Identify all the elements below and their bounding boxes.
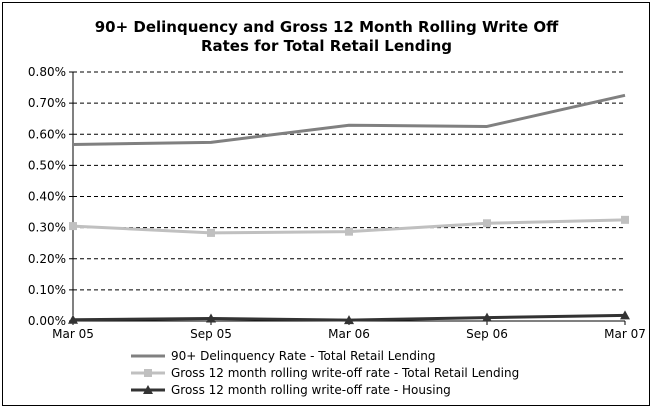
y-tick-label: 0.70% [28,96,66,110]
legend-label: Gross 12 month rolling write-off rate - … [171,383,451,397]
chart-title-line-2: Rates for Total Retail Lending [200,37,453,55]
x-tick-label: Mar 07 [604,327,646,341]
chart-title-line-1: 90+ Delinquency and Gross 12 Month Rolli… [94,18,559,36]
x-tick-label: Sep 06 [466,327,508,341]
y-tick-label: 0.30% [28,221,66,235]
x-tick-label: Mar 06 [328,327,370,341]
data-point [482,312,492,322]
legend-label: 90+ Delinquency Rate - Total Retail Lend… [171,349,435,363]
x-tick-label: Sep 05 [190,327,232,341]
series-line-1 [72,93,626,147]
y-tick-label: 0.10% [28,283,66,297]
legend-label: Gross 12 month rolling write-off rate - … [171,366,519,380]
data-point [69,222,77,231]
data-point [620,310,630,320]
y-tick-label: 0.50% [28,158,66,172]
data-point [344,315,354,325]
x-tick-label: Mar 05 [52,327,94,341]
y-tick-label: 0.80% [28,65,66,79]
y-tick-label: 0.20% [28,252,66,266]
data-point [483,219,491,228]
legend-marker [144,369,152,377]
y-tick-label: 0.40% [28,190,66,204]
data-point [345,227,353,236]
data-point [207,228,215,237]
legend-marker [143,385,153,394]
y-tick-label: 0.60% [28,127,66,141]
data-point [621,215,629,224]
data-point [68,314,78,324]
chart-title: 90+ Delinquency and Gross 12 Month Rolli… [0,18,653,56]
data-point [206,313,216,323]
y-tick-label: 0.00% [28,314,66,328]
